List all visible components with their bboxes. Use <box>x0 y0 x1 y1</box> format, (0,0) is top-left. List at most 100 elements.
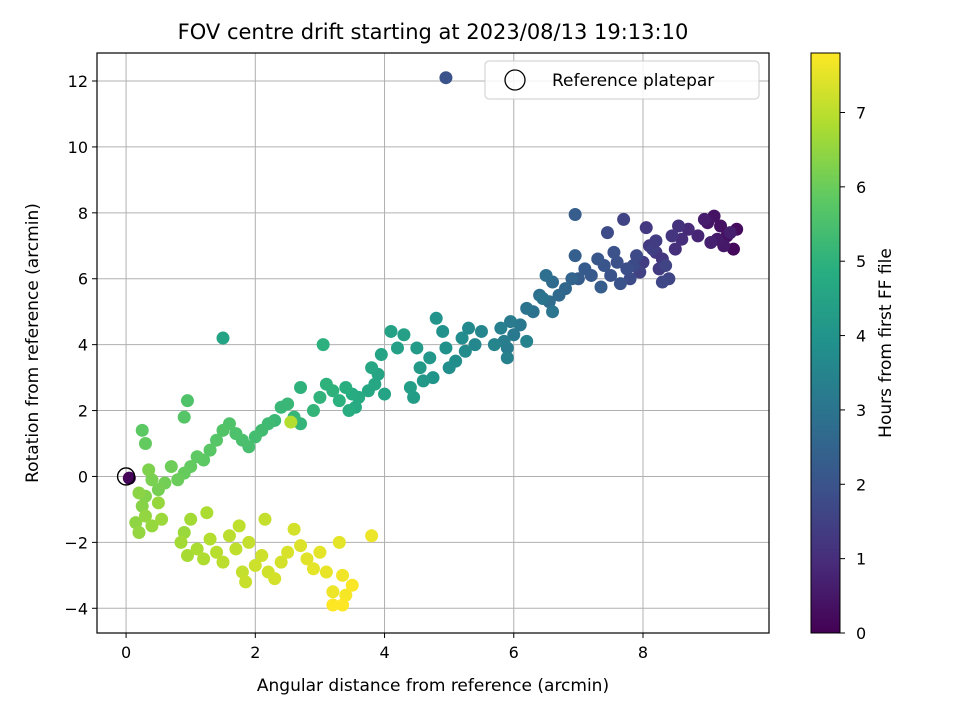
data-point <box>623 272 637 286</box>
legend: Reference platepar <box>484 60 760 100</box>
data-point <box>416 374 430 388</box>
data-point <box>504 315 518 329</box>
data-point <box>423 351 437 365</box>
data-point <box>458 344 472 358</box>
colorbar-tick-label: 0 <box>856 624 866 643</box>
colorbar-gradient <box>810 52 841 634</box>
colorbar-ticks: 0 1 2 3 4 5 6 7 <box>840 103 866 643</box>
data-point <box>336 568 350 582</box>
data-point <box>135 423 149 437</box>
data-point <box>294 380 308 394</box>
data-point <box>274 400 288 414</box>
data-point <box>659 259 673 273</box>
data-point <box>345 578 359 592</box>
data-point <box>300 552 314 566</box>
legend-label-reference: Reference platepar <box>552 71 714 91</box>
data-point <box>620 262 634 276</box>
data-point <box>439 341 453 355</box>
data-point <box>339 380 353 394</box>
x-tick-label: 6 <box>509 643 519 662</box>
data-point <box>390 341 404 355</box>
data-point <box>407 390 421 404</box>
data-point <box>617 212 631 226</box>
x-axis-label: Angular distance from reference (arcmin) <box>257 676 609 696</box>
y-tick-label: 8 <box>78 204 88 223</box>
data-point <box>210 545 224 559</box>
data-point <box>336 598 350 612</box>
data-point <box>365 529 379 543</box>
data-point <box>610 255 624 269</box>
y-tick-label: 2 <box>78 402 88 421</box>
data-point <box>145 519 159 533</box>
y-tick-label: 0 <box>78 467 88 486</box>
data-point <box>135 499 149 513</box>
data-point <box>697 212 711 226</box>
data-point <box>691 229 705 243</box>
data-point <box>413 361 427 375</box>
y-axis-label: Rotation from reference (arcmin) <box>23 203 43 483</box>
data-point <box>714 219 728 233</box>
x-axis: 0 2 4 6 8 <box>121 633 648 662</box>
data-point <box>190 542 204 556</box>
data-point <box>287 522 301 536</box>
data-point <box>190 450 204 464</box>
data-point <box>665 229 679 243</box>
data-point <box>507 328 521 342</box>
data-point <box>281 545 295 559</box>
data-point <box>568 207 582 221</box>
data-point <box>138 437 152 451</box>
data-point <box>129 516 143 530</box>
data-point <box>613 277 627 291</box>
data-point <box>210 433 224 447</box>
reference-marker <box>116 467 136 486</box>
data-point <box>384 324 398 338</box>
data-point <box>200 506 214 520</box>
y-tick-label: 4 <box>78 336 88 355</box>
data-point <box>436 324 450 338</box>
data-point <box>604 268 618 282</box>
data-point <box>132 525 146 539</box>
data-point <box>723 226 737 240</box>
data-point <box>248 558 262 572</box>
data-point <box>487 338 501 352</box>
data-point <box>552 288 566 302</box>
data-point <box>439 71 453 85</box>
data-point <box>216 555 230 569</box>
y-tick-label: 12 <box>68 72 88 91</box>
data-point <box>177 525 191 539</box>
data-point <box>164 460 178 474</box>
data-point <box>171 473 185 487</box>
data-point <box>306 404 320 418</box>
y-tick-label: 6 <box>78 270 88 289</box>
data-point <box>591 252 605 266</box>
colorbar-tick-label: 3 <box>856 401 866 420</box>
data-point <box>222 529 236 543</box>
data-point <box>672 219 686 233</box>
data-point <box>180 394 194 408</box>
data-point <box>565 272 579 286</box>
chart-title: FOV centre drift starting at 2023/08/13 … <box>178 20 689 44</box>
data-point <box>239 575 253 589</box>
y-tick-label: 10 <box>68 138 88 157</box>
y-axis: −4 −2 0 2 4 6 8 10 12 <box>64 72 97 618</box>
legend-box <box>484 60 760 100</box>
data-point <box>294 539 308 553</box>
data-point <box>500 351 514 365</box>
colorbar-tick-label: 4 <box>856 327 866 346</box>
data-point <box>410 341 424 355</box>
data-point <box>607 245 621 259</box>
y-tick-label: −2 <box>64 533 88 552</box>
data-point <box>332 535 346 549</box>
data-point <box>578 262 592 276</box>
data-point <box>520 301 534 315</box>
data-point <box>365 361 379 375</box>
data-point <box>649 234 663 248</box>
data-point <box>332 394 346 408</box>
data-point <box>474 324 488 338</box>
data-point <box>600 226 614 240</box>
data-point <box>138 509 152 523</box>
data-point <box>639 221 653 235</box>
colorbar-tick-label: 6 <box>856 178 866 197</box>
data-point <box>319 377 333 391</box>
